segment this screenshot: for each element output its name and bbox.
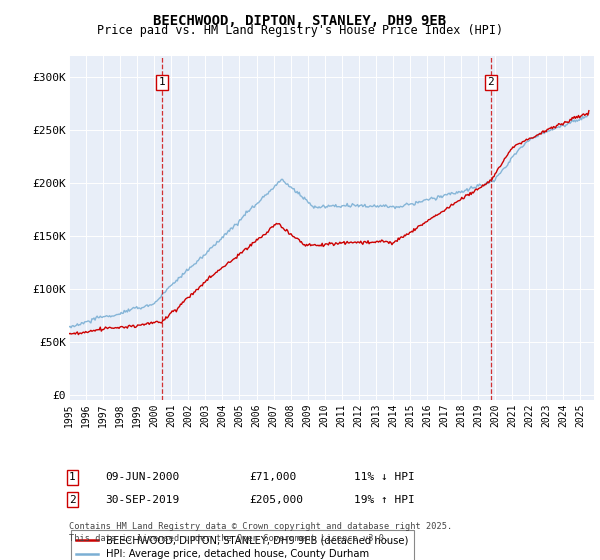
Text: 30-SEP-2019: 30-SEP-2019 — [105, 494, 179, 505]
Text: 09-JUN-2000: 09-JUN-2000 — [105, 472, 179, 482]
Text: 2: 2 — [69, 494, 76, 505]
Text: £205,000: £205,000 — [249, 494, 303, 505]
Text: £71,000: £71,000 — [249, 472, 296, 482]
Text: 11% ↓ HPI: 11% ↓ HPI — [354, 472, 415, 482]
Text: Contains HM Land Registry data © Crown copyright and database right 2025.
This d: Contains HM Land Registry data © Crown c… — [69, 522, 452, 543]
Text: 1: 1 — [158, 77, 165, 87]
Text: BEECHWOOD, DIPTON, STANLEY, DH9 9EB: BEECHWOOD, DIPTON, STANLEY, DH9 9EB — [154, 14, 446, 28]
Legend: BEECHWOOD, DIPTON, STANLEY, DH9 9EB (detached house), HPI: Average price, detach: BEECHWOOD, DIPTON, STANLEY, DH9 9EB (det… — [71, 530, 414, 560]
Text: Price paid vs. HM Land Registry's House Price Index (HPI): Price paid vs. HM Land Registry's House … — [97, 24, 503, 37]
Text: 19% ↑ HPI: 19% ↑ HPI — [354, 494, 415, 505]
Text: 2: 2 — [487, 77, 494, 87]
Text: 1: 1 — [69, 472, 76, 482]
